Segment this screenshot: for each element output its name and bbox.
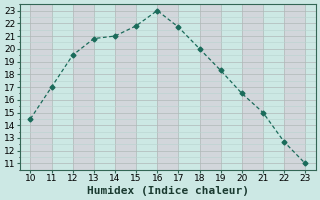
Bar [73,4,94,170]
Bar [242,4,263,170]
Bar [284,4,305,170]
Bar [30,4,52,170]
X-axis label: Humidex (Indice chaleur): Humidex (Indice chaleur) [87,186,249,196]
Bar [200,4,221,170]
Bar [157,4,179,170]
Bar [115,4,136,170]
